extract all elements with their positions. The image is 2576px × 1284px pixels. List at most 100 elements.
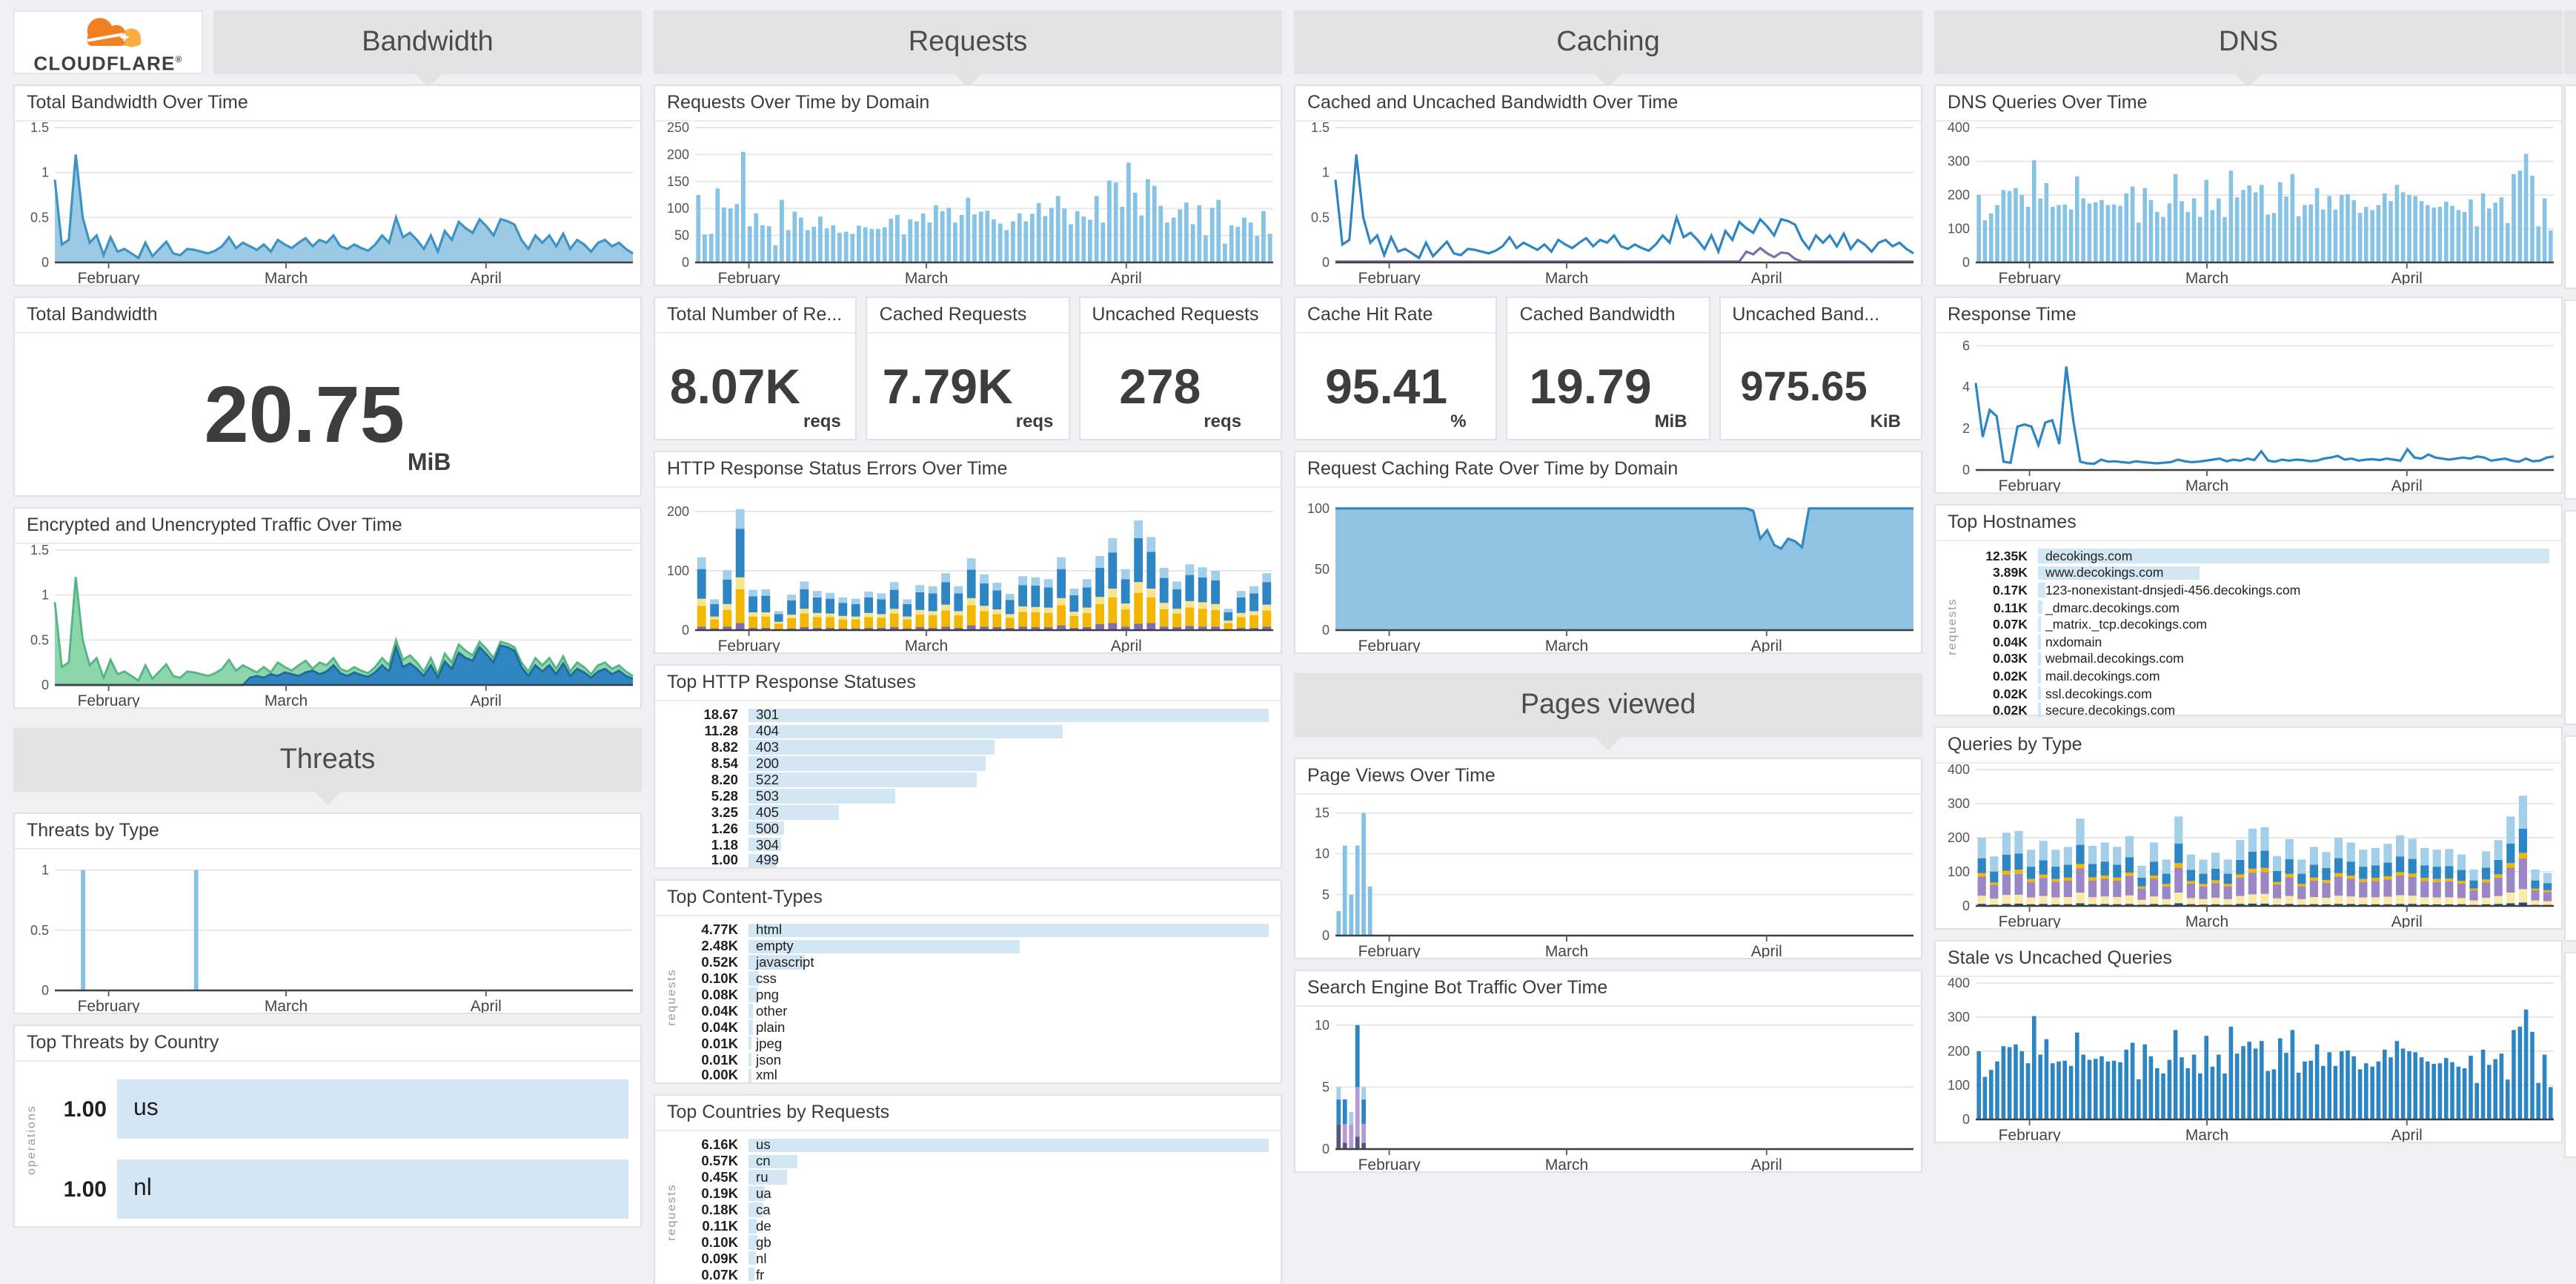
row-bar: json — [748, 1052, 1269, 1068]
section-title: DNS — [2218, 26, 2279, 57]
bot-traffic-stacked-bar-chart[interactable]: 0 5 10 February March April — [1295, 1007, 1921, 1171]
stat-unit: reqs — [803, 411, 841, 431]
list-item[interactable]: 8.82 403 — [679, 740, 1269, 756]
list-item[interactable]: 0.11K de — [679, 1218, 1269, 1234]
cached-uncached-line-chart[interactable]: 0 0.5 1 1.5 February March April — [1295, 122, 1921, 285]
list-item[interactable]: 1.26 500 — [679, 820, 1269, 836]
svg-text:February: February — [1358, 1156, 1421, 1171]
stat-unit: % — [1450, 411, 1467, 431]
svg-text:50: 50 — [1315, 562, 1330, 577]
svg-text:400: 400 — [1948, 122, 1970, 135]
total-bandwidth-area-chart[interactable]: 0 0.5 1 1.5 February March April — [15, 122, 640, 285]
row-value: 0.01K — [701, 1036, 738, 1051]
list-item[interactable]: 0.45K ru — [679, 1170, 1269, 1186]
svg-text:0.5: 0.5 — [30, 210, 49, 225]
page-views-bar-chart[interactable]: 0 5 10 15 February March April — [1295, 795, 1921, 958]
list-item[interactable]: 3.89K www.decokings.com — [1959, 564, 2549, 581]
row-label: xml — [756, 1068, 777, 1083]
row-value: 0.04K — [1993, 634, 2028, 649]
list-item[interactable]: 0.02K secure.decokings.com — [1959, 702, 2549, 719]
svg-text:400: 400 — [1948, 764, 1970, 777]
row-value: 0.10K — [701, 971, 738, 987]
row-bar: decokings.com — [2038, 549, 2549, 563]
panel-dns-queries: DNS Queries Over Time 0 100 200 300 400 Febru… — [1934, 85, 2563, 286]
row-value: 6.16K — [701, 1137, 738, 1153]
list-item[interactable]: 0.01K jpeg — [679, 1035, 1269, 1051]
svg-text:2: 2 — [1962, 421, 1970, 436]
stat-value: 19.79 — [1529, 359, 1652, 414]
row-label: ru — [756, 1170, 769, 1185]
list-item[interactable]: 0.07K _matrix._tcp.decokings.com — [1959, 616, 2549, 633]
svg-text:100: 100 — [1948, 1078, 1970, 1093]
response-time-line-chart[interactable]: 0 2 4 6 February March April — [1936, 334, 2561, 492]
list-item[interactable]: 12.35K decokings.com — [1959, 547, 2549, 564]
row-label: 405 — [756, 804, 780, 820]
stat-value: 95.41 — [1325, 359, 1448, 414]
list-item[interactable]: 5.28 503 — [679, 788, 1269, 804]
row-value: 11.28 — [704, 724, 738, 739]
svg-text:4: 4 — [1962, 380, 1970, 394]
list-item[interactable]: 0.11K _dmarc.decokings.com — [1959, 599, 2549, 616]
list-item[interactable]: 4.77K html — [679, 922, 1269, 939]
list-item[interactable]: 0.52K javascript — [679, 955, 1269, 971]
cloudflare-logo[interactable]: CLOUDFLARE® — [13, 10, 203, 74]
list-item[interactable]: 0.19K ua — [679, 1185, 1269, 1202]
http-errors-stacked-bar-chart[interactable]: 0 100 200 February March April — [655, 488, 1281, 652]
svg-text:March: March — [2185, 477, 2228, 492]
row-label: www.decokings.com — [2045, 565, 2164, 580]
list-item[interactable]: 0.04K plain — [679, 1019, 1269, 1036]
list-item[interactable]: 0.04K nxdomain — [1959, 633, 2549, 650]
list-item[interactable]: 0.03K webmail.decokings.com — [1959, 650, 2549, 667]
list-item[interactable]: 0.02K mail.decokings.com — [1959, 667, 2549, 684]
list-item[interactable]: 3.25 405 — [679, 804, 1269, 821]
list-item[interactable]: 0.07K fr — [679, 1266, 1269, 1283]
encrypted-traffic-area-chart[interactable]: 0 0.5 1 1.5 February March April — [15, 544, 640, 707]
row-label: json — [756, 1052, 782, 1068]
list-item[interactable]: 0.10K gb — [679, 1234, 1269, 1251]
list-item[interactable]: 1.00 499 — [679, 853, 1269, 869]
list-item[interactable]: 0.18K ca — [679, 1202, 1269, 1218]
cutoff-panel — [2564, 510, 2576, 725]
section-header-pages-viewed: Pages viewed — [1294, 673, 1922, 750]
section-header-dns: DNS — [1934, 10, 2563, 87]
row-label: decokings.com — [2045, 548, 2133, 563]
row-bar: ssl.decokings.com — [2038, 686, 2549, 701]
row-label: us — [133, 1096, 159, 1121]
list-item[interactable]: 0.08K png — [679, 987, 1269, 1003]
list-item[interactable]: 1.18 304 — [679, 836, 1269, 853]
list-item[interactable]: 1.00 nl — [39, 1156, 628, 1222]
svg-text:April: April — [1111, 638, 1142, 652]
panel-title: Top HTTP Response Statuses — [655, 666, 1281, 701]
caching-rate-area-chart[interactable]: 0 50 100 February March April — [1295, 488, 1921, 652]
cutoff-panel — [2564, 300, 2576, 500]
list-item[interactable]: 0.01K json — [679, 1051, 1269, 1068]
list-item[interactable]: 11.28 404 — [679, 724, 1269, 740]
svg-text:April: April — [471, 692, 502, 707]
requests-bar-chart[interactable]: 0 50 100 150 200 250 February March April — [655, 122, 1281, 285]
list-item[interactable]: 0.10K css — [679, 970, 1269, 987]
list-item[interactable]: 6.16K us — [679, 1137, 1269, 1154]
top-content-types-list: requests 4.77K html 2.48K empty 0.52K javascr… — [655, 916, 1281, 1084]
row-bar: ua — [748, 1186, 1269, 1201]
row-value: 18.67 — [703, 707, 738, 723]
list-item[interactable]: 0.00K xml — [679, 1068, 1269, 1084]
list-item[interactable]: 8.54 200 — [679, 755, 1269, 772]
requests-toprow: Requests — [654, 10, 1282, 87]
list-item[interactable]: 2.48K empty — [679, 939, 1269, 955]
list-item[interactable]: 0.57K cn — [679, 1154, 1269, 1170]
row-value: 1.18 — [711, 837, 738, 853]
panel-total-bandwidth-stat: Total Bandwidth 20.75 MiB — [13, 297, 642, 497]
list-item[interactable]: 0.04K other — [679, 1003, 1269, 1019]
list-item[interactable]: 8.20 522 — [679, 772, 1269, 788]
queries-by-type-stacked-bar-chart[interactable]: 0 100 200 300 400 February March April — [1936, 764, 2561, 928]
list-item[interactable]: 0.02K ssl.decokings.com — [1959, 685, 2549, 702]
list-item[interactable]: 0.17K 123-nonexistant-dnsjedi-456.decokin… — [1959, 581, 2549, 598]
row-label: 503 — [756, 788, 780, 804]
bandwidth-toprow: CLOUDFLARE® Bandwidth — [13, 10, 642, 87]
dns-queries-bar-chart[interactable]: 0 100 200 300 400 February March April — [1936, 122, 2561, 285]
list-item[interactable]: 18.67 301 — [679, 707, 1269, 724]
list-item[interactable]: 1.00 us — [39, 1076, 628, 1142]
stale-queries-bar-chart[interactable]: 0 100 200 300 400 February March April — [1936, 977, 2561, 1142]
list-item[interactable]: 0.09K nl — [679, 1250, 1269, 1266]
threats-by-type-bar-chart[interactable]: 0 0.5 1 February March April — [15, 850, 640, 1013]
